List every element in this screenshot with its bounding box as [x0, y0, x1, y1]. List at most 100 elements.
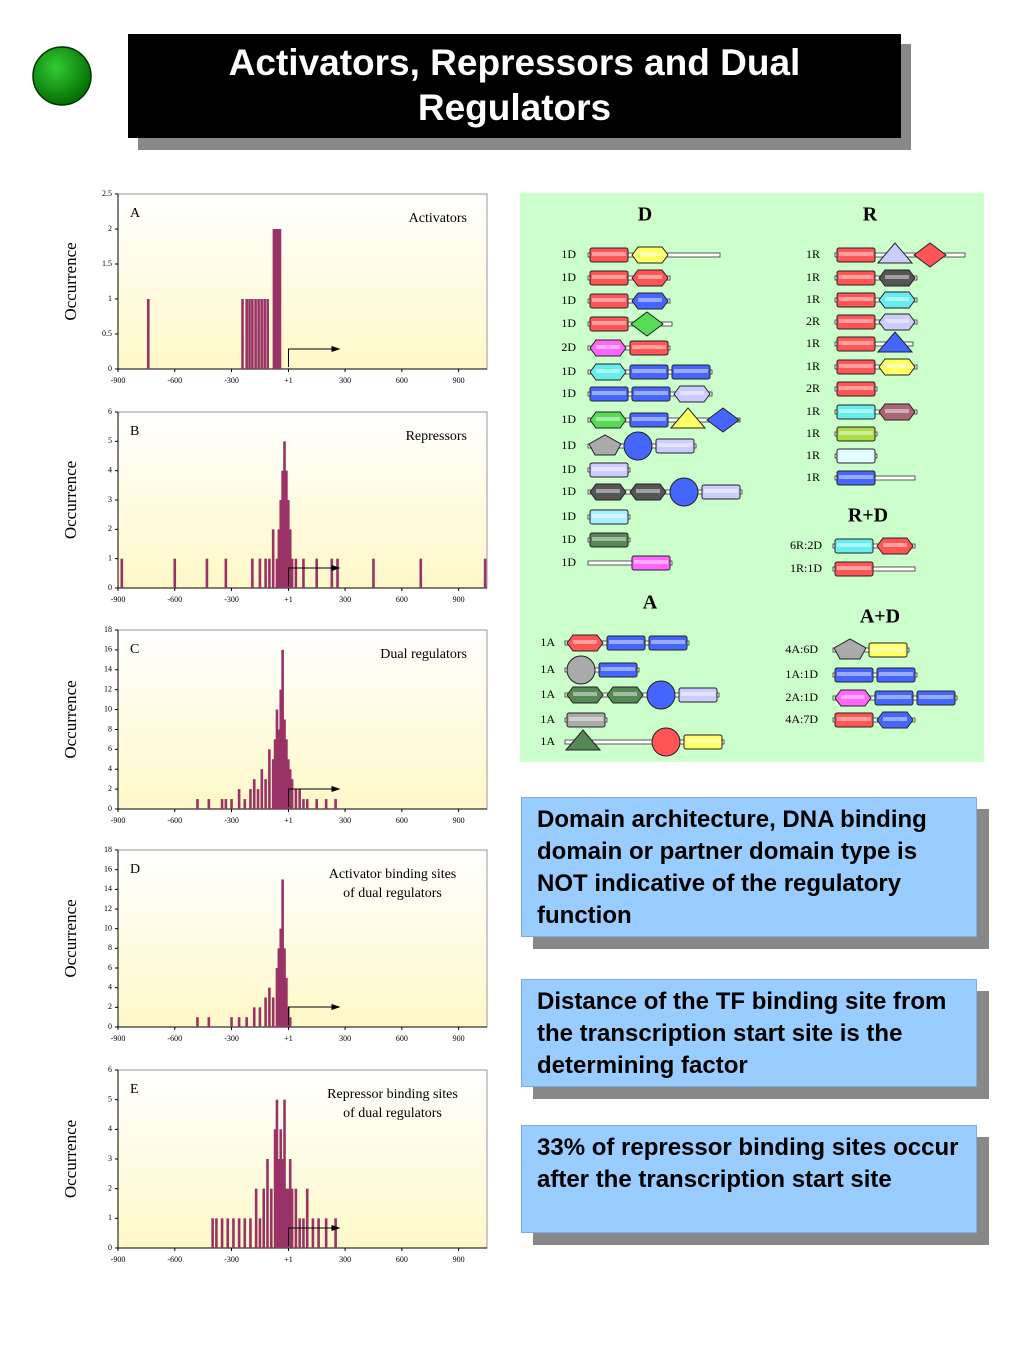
y-tick-label: 4 [108, 1124, 112, 1133]
bar [230, 799, 233, 809]
domain-shine [839, 319, 873, 323]
backbone [832, 566, 916, 572]
backbone [834, 409, 918, 415]
domain-shine [569, 717, 603, 721]
bar [243, 799, 247, 809]
domain-shine [879, 672, 913, 676]
domain-shine [839, 475, 873, 479]
row-label: 1R [806, 270, 820, 284]
y-tick-label: 12 [104, 684, 112, 693]
domain-box [834, 538, 874, 554]
bar [305, 799, 309, 809]
bar [279, 689, 283, 809]
domain-shine [839, 431, 873, 435]
tss-arrow-head [331, 346, 341, 352]
bar [271, 997, 275, 1027]
section-title: R [863, 204, 878, 226]
domain-shine [632, 345, 666, 349]
y-tick-label: 1 [108, 294, 112, 303]
x-tick-label: 900 [453, 1034, 465, 1043]
row-label: 4A:7D [785, 712, 818, 726]
bar [302, 799, 305, 809]
row-label: 1A [540, 734, 555, 748]
bar [372, 558, 375, 588]
bar [288, 1017, 292, 1027]
x-tick-label: +1 [284, 1034, 293, 1043]
domain-shine [839, 297, 873, 301]
bar [324, 799, 328, 809]
bar [207, 1017, 211, 1027]
bar [279, 500, 283, 588]
domain-shine [592, 298, 626, 302]
y-tick-label: 6 [108, 963, 112, 972]
y-tick-label: 0 [108, 364, 112, 373]
bar [264, 779, 267, 809]
row-label: 1D [561, 386, 576, 400]
y-tick-label: 1.5 [102, 259, 112, 268]
domain-box [834, 667, 874, 683]
section-title: A+D [860, 606, 900, 628]
domain-box [589, 247, 629, 263]
bar [419, 558, 423, 588]
y-tick-label: 4 [108, 764, 112, 773]
bar [283, 441, 286, 588]
domain-box [836, 404, 876, 420]
domain-shine [883, 543, 907, 547]
domain-hex [629, 483, 667, 501]
bar [254, 299, 257, 369]
bar [251, 299, 254, 369]
domain-shine [634, 560, 668, 564]
row-label: 1R [806, 336, 820, 350]
bar [275, 1099, 279, 1248]
y-tick-label: 18 [104, 625, 112, 634]
domain-box [836, 381, 876, 397]
bar [258, 558, 262, 588]
bar [277, 1159, 281, 1248]
domain-box [836, 247, 876, 263]
bar [336, 558, 339, 588]
domain-shine [871, 647, 905, 651]
domain-hex [606, 686, 644, 704]
domain-box [566, 712, 606, 728]
bar [285, 739, 288, 809]
bar [281, 470, 284, 588]
bar [245, 1017, 248, 1027]
bar [290, 779, 294, 809]
row-label: 1A:1D [785, 667, 818, 681]
y-tick-label: 0 [108, 1022, 112, 1031]
bar [273, 1129, 277, 1248]
y-tick-label: 4 [108, 982, 112, 991]
domain-shine [877, 695, 911, 699]
chart-title: Repressor binding sites [327, 1087, 458, 1102]
domain-diamond [913, 242, 947, 268]
bar [285, 470, 288, 588]
bar [271, 759, 275, 809]
bar [224, 558, 228, 588]
domain-shine [632, 369, 666, 373]
bar [249, 789, 252, 809]
domain-shine [632, 417, 666, 421]
domain-triangle [669, 407, 707, 429]
domain-shine [651, 640, 685, 644]
backbone [834, 319, 918, 325]
domain-shine [839, 275, 873, 279]
y-tick-label: 0 [108, 804, 112, 813]
row-label: 1A [540, 635, 555, 649]
domain-shine [592, 252, 626, 256]
bar [294, 558, 298, 588]
domain-box [629, 340, 669, 356]
domain-shine [592, 391, 626, 395]
backbone [834, 275, 918, 281]
backbone [834, 297, 918, 303]
domain-hex [876, 537, 914, 555]
bar [248, 299, 251, 369]
domain-shine [837, 566, 871, 570]
bar [258, 1218, 262, 1248]
domain-shine [839, 364, 873, 368]
domain-box [589, 316, 629, 332]
domain-shine [596, 345, 620, 349]
domain-shine [686, 739, 720, 743]
bar [264, 997, 267, 1027]
plot-area [117, 849, 488, 1028]
y-tick-label: 14 [104, 884, 112, 893]
